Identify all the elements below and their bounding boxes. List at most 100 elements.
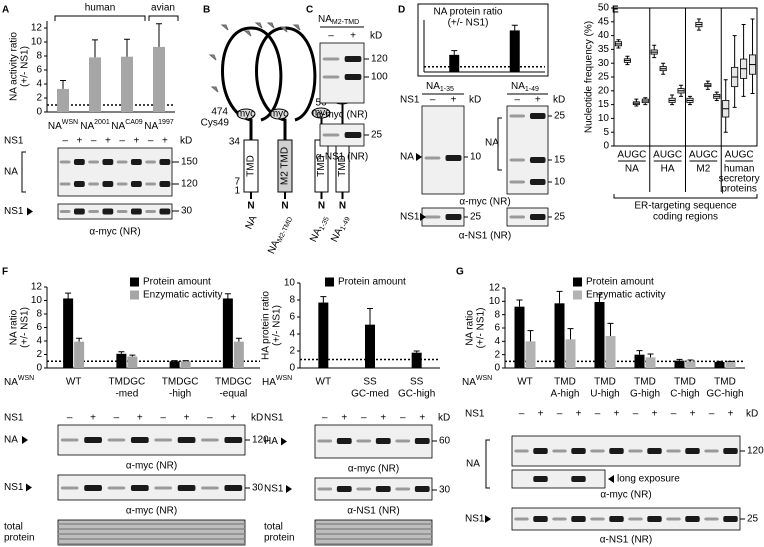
lane-sign: + <box>451 95 457 106</box>
bar <box>116 353 127 368</box>
band <box>628 517 643 521</box>
x-tick-label: TMD <box>554 377 576 388</box>
band <box>59 160 71 164</box>
x-tick-label: -med <box>115 389 138 400</box>
x-tick-label: -high <box>169 389 191 400</box>
y-tick-label: 0 <box>494 363 500 374</box>
error-bar <box>65 292 72 299</box>
whisker-high <box>705 80 710 84</box>
bar <box>634 354 645 368</box>
whisker-high <box>723 79 728 101</box>
lane-sign: – <box>671 409 677 420</box>
band <box>59 182 71 186</box>
blot-strip <box>511 469 606 489</box>
bar <box>509 30 520 72</box>
bar <box>565 339 576 368</box>
x-axis-title-part: WSN <box>476 375 492 382</box>
y-tick-label: 4 <box>494 336 500 347</box>
kd-label: kD <box>438 413 450 424</box>
error-bar <box>556 290 563 304</box>
lane-sign: – <box>119 136 125 147</box>
panel-letter: E <box>612 5 619 16</box>
lane-sign: – <box>322 413 328 424</box>
legend-swatch <box>130 277 139 287</box>
band <box>424 156 441 160</box>
row-label: total <box>264 522 283 533</box>
terminus: N <box>339 201 346 212</box>
legend-swatch <box>573 290 582 300</box>
band <box>685 516 700 522</box>
x-tick-label: TMD <box>634 377 656 388</box>
band <box>533 516 548 522</box>
whisker-high <box>741 24 746 60</box>
band <box>395 439 411 443</box>
x-tick-label: TMDGC <box>215 377 252 388</box>
x-tick-label: NAWSN <box>48 119 78 132</box>
bar <box>121 56 133 112</box>
error-bar <box>235 337 242 342</box>
band <box>529 157 546 163</box>
blot-title-part: M2-TMD <box>332 19 359 26</box>
panel-letter: B <box>203 5 210 16</box>
lane-label: NS1 <box>264 413 284 424</box>
error-bar <box>92 39 98 58</box>
error-bar <box>727 360 734 362</box>
bar <box>714 362 725 368</box>
lane-sign: + <box>341 413 347 424</box>
band <box>414 486 430 492</box>
x-tick-label: TMDGC <box>109 377 146 388</box>
band <box>145 160 157 164</box>
band <box>356 439 372 443</box>
band <box>395 487 411 491</box>
glycan <box>220 24 229 31</box>
band <box>571 516 586 522</box>
row-label: NS1 <box>264 484 284 495</box>
error-bar <box>511 24 518 31</box>
lane-sign: – <box>207 413 213 424</box>
antibody-label: α-NS1 (NR) <box>600 535 652 546</box>
size-marker: 15 <box>554 155 566 166</box>
size-marker: 25 <box>747 514 759 525</box>
construct-label-part: 1-35 <box>318 216 330 232</box>
y-tick-label: 10 <box>31 37 43 48</box>
glycan <box>210 86 219 93</box>
band <box>533 476 548 482</box>
y-tick-label: 10 <box>489 296 501 307</box>
glycan <box>208 54 217 61</box>
note: long exposure <box>617 474 680 485</box>
x-tick-label: GC-med <box>351 389 389 400</box>
lane-sign: + <box>230 413 236 424</box>
arrowhead <box>27 207 33 216</box>
lane-sign: + <box>614 409 620 420</box>
y-tick-label: 12 <box>489 283 501 294</box>
y-axis-label: (+/- NS1) <box>20 46 31 87</box>
x-axis-title-part: NA <box>462 377 476 388</box>
band <box>704 449 719 453</box>
row-label: NA <box>400 152 414 163</box>
bar <box>365 324 375 368</box>
band <box>424 215 441 219</box>
x-tick-label: NA2001 <box>80 119 110 132</box>
blot-title-part: 1-35 <box>440 86 454 93</box>
error-bar <box>171 360 178 362</box>
terminus: N <box>281 201 288 212</box>
y-axis-label: NA ratio <box>9 309 20 345</box>
band <box>60 438 79 442</box>
band <box>590 449 605 453</box>
antibody-label: α-myc (NR) <box>348 464 399 475</box>
band <box>336 486 352 492</box>
bar <box>169 361 180 368</box>
y-tick-label: 30 <box>598 58 610 69</box>
lane-sign: – <box>160 413 166 424</box>
band <box>609 448 624 454</box>
band <box>445 155 462 161</box>
x-tick-label-part: NA <box>144 121 158 132</box>
size-marker: 25 <box>554 212 566 223</box>
arrowhead <box>420 213 426 221</box>
construct-label: NAM2-TMD <box>266 214 294 256</box>
legend-label: Protein amount <box>338 277 406 288</box>
antibody-label: α-myc (NR) <box>126 461 177 472</box>
x-tick-label-part: NA <box>111 121 125 132</box>
blot-strip <box>57 147 173 197</box>
y-tick-label: 25 <box>598 72 610 83</box>
